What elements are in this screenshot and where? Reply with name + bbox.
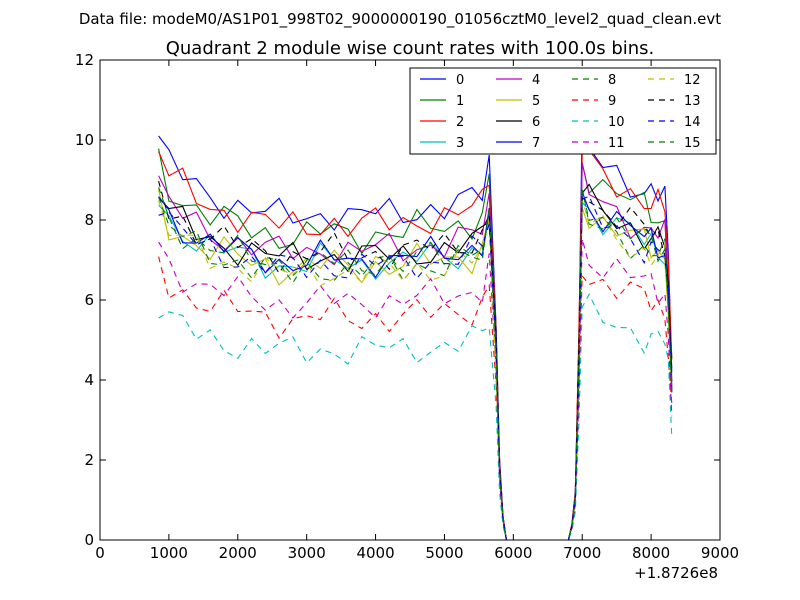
- series-line-2: [158, 149, 673, 540]
- legend-label-13: 13: [684, 94, 701, 109]
- series-line-15: [158, 187, 673, 540]
- legend-label-10: 10: [608, 115, 625, 130]
- legend-box: [409, 67, 717, 155]
- series-line-9: [158, 256, 673, 540]
- legend-label-14: 14: [684, 115, 701, 130]
- legend-label-2: 2: [456, 115, 464, 130]
- series-line-13: [158, 180, 673, 540]
- series-line-1: [158, 148, 673, 540]
- y-tick-label: 12: [75, 51, 94, 69]
- series-line-11: [158, 238, 673, 540]
- x-tick-label: 3000: [288, 544, 326, 562]
- chart-title: Quadrant 2 module wise count rates with …: [166, 38, 655, 59]
- plot-area: 0 1000 2000 3000 4000 5000 6000 7000 8000 9000 0 2 4…: [75, 51, 739, 562]
- x-tick-label: 6000: [494, 544, 532, 562]
- legend-label-12: 12: [684, 73, 701, 88]
- y-tick-label: 10: [75, 131, 94, 149]
- series-lines: [158, 119, 673, 540]
- x-tick-label: 5000: [425, 544, 463, 562]
- series-line-8: [158, 189, 673, 540]
- y-tick-label: 2: [84, 451, 94, 469]
- x-tick-label: 1000: [150, 544, 188, 562]
- x-tick-label: 0: [95, 544, 105, 562]
- legend-label-9: 9: [608, 94, 616, 109]
- x-axis-offset-label: +1.8726e8: [634, 564, 718, 582]
- series-line-3: [158, 201, 673, 540]
- legend-label-0: 0: [456, 73, 464, 88]
- legend-label-1: 1: [456, 94, 464, 109]
- x-tick-label: 4000: [356, 544, 394, 562]
- legend-label-15: 15: [684, 136, 701, 151]
- series-line-0: [158, 119, 673, 540]
- series-line-14: [158, 195, 673, 540]
- series-line-4: [158, 162, 673, 540]
- series-line-10: [158, 293, 673, 540]
- x-tick-label: 7000: [563, 544, 601, 562]
- data-file-label: Data file: modeM0/AS1P01_998T02_90000001…: [79, 10, 721, 29]
- y-tick-label: 0: [84, 531, 94, 549]
- legend-label-11: 11: [608, 136, 625, 151]
- legend-label-4: 4: [532, 73, 540, 88]
- legend-label-7: 7: [532, 136, 540, 151]
- legend-label-3: 3: [456, 136, 464, 151]
- x-tick-label: 8000: [632, 544, 670, 562]
- x-tick-label: 2000: [219, 544, 257, 562]
- y-tick-label: 6: [84, 291, 94, 309]
- series-line-5: [158, 189, 673, 540]
- legend-label-6: 6: [532, 115, 540, 130]
- y-tick-label: 4: [84, 371, 94, 389]
- legend-label-8: 8: [608, 73, 616, 88]
- x-tick-label: 9000: [701, 544, 739, 562]
- legend-label-5: 5: [532, 94, 540, 109]
- series-line-12: [158, 199, 673, 540]
- series-line-7: [158, 191, 673, 540]
- y-tick-label: 8: [84, 211, 94, 229]
